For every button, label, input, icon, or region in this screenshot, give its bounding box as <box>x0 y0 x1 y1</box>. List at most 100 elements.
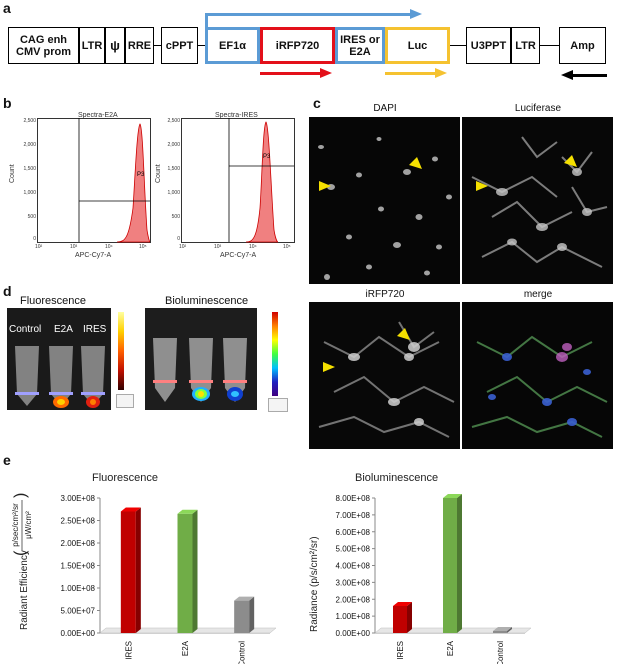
blue-arrow-head <box>410 9 422 19</box>
y-tick-label: 1.00E+08 <box>336 612 371 621</box>
y-tick-label: 3.00E+08 <box>336 578 371 587</box>
ltr-box-right: LTR <box>511 27 540 64</box>
flow-xtick: 10⁵ <box>283 244 291 250</box>
psi-label: ψ <box>110 37 120 53</box>
micro-image-merge <box>462 302 613 449</box>
y-tick-label: 5.00E+08 <box>336 545 371 554</box>
ef1a-box: EF1α <box>205 27 260 64</box>
flow-xtick: 10² <box>35 244 43 250</box>
flow-xtick: 10³ <box>70 244 78 250</box>
flow-ytick: 1,500 <box>23 166 36 172</box>
bar-side <box>457 494 462 633</box>
flow-ytick: 2,000 <box>167 142 180 148</box>
bar-top <box>443 494 462 498</box>
x-tick-label: E2A <box>446 640 455 656</box>
bar-side <box>135 507 141 633</box>
bar-side <box>507 626 512 633</box>
y-axis-label-text: Radiance (p/s/cm²/sr) <box>309 536 320 632</box>
chart-fluorescence: 0.00E+00 5.00E+07 1.00E+08 1.50E+08 2.00E+08… <box>11 493 277 664</box>
arrowhead-icon <box>476 181 488 191</box>
luc-label: Luc <box>407 39 428 52</box>
y-tick-label: 2.00E+08 <box>61 539 96 548</box>
chart-title-bioluminescence: Bioluminescence <box>355 472 439 484</box>
flow-xlabel-ires: APC-Cy7-A <box>220 252 257 259</box>
y-axis-unit-denominator: μW/cm² <box>24 511 33 539</box>
yellow-arrow <box>385 72 437 75</box>
panel-letter-c: c <box>313 95 321 111</box>
bar-side <box>249 596 255 633</box>
y-tick-label: 2.00E+08 <box>336 595 371 604</box>
bioluminescence-image <box>145 308 257 410</box>
irfp720-label: iRFP720 <box>275 39 320 52</box>
micro-label-dapi: DAPI <box>373 103 397 114</box>
amp-box: Amp <box>559 27 606 64</box>
u3ppt-box: U3PPT <box>466 27 511 64</box>
paren-open: ( <box>12 550 29 556</box>
flow-gate-label-e2a: P3 <box>137 172 145 178</box>
flow-xtick: 10⁴ <box>249 244 257 250</box>
micro-image-luciferase <box>462 117 613 284</box>
blue-arrow <box>205 13 413 16</box>
arrowhead-icon <box>397 328 410 340</box>
y-tick-label: 0.00E+00 <box>336 629 371 638</box>
amp-label: Amp <box>570 39 595 52</box>
flow-xlabel-e2a: APC-Cy7-A <box>75 252 112 259</box>
fluorescence-image: Control E2A IRES <box>7 308 111 410</box>
bar-top <box>120 507 141 512</box>
y-axis-label-text: Radiant Efficiency <box>19 550 30 630</box>
bar-side <box>192 509 198 633</box>
flow-plot-ires: P3 <box>181 118 295 243</box>
ltr-label-right: LTR <box>515 39 536 52</box>
tubes-fluorescence <box>15 346 105 408</box>
bar-top <box>234 596 255 601</box>
bioluminescence-image-title: Bioluminescence <box>165 295 249 307</box>
bar <box>393 606 407 633</box>
micro-image-irfp720 <box>309 302 460 449</box>
x-tick-label: IRES <box>124 641 133 660</box>
y-tick-label: 1.00E+08 <box>61 584 96 593</box>
x-tick-label: Control <box>238 641 247 664</box>
y-tick-label: 1.50E+08 <box>61 562 96 571</box>
fluorescence-scale-legend <box>116 394 134 408</box>
ires-e2a-box: IRES or E2A <box>335 27 385 64</box>
paren-close: ) <box>12 493 29 498</box>
micro-label-irfp720: iRFP720 <box>365 289 405 300</box>
flow-plot-e2a: P3 <box>37 118 151 243</box>
arrowhead-icon <box>323 362 335 372</box>
chart-bioluminescence: 0.00E+00 1.00E+08 2.00E+08 3.00E+08 4.00E+08… <box>309 494 532 664</box>
y-tick-label: 4.00E+08 <box>336 562 371 571</box>
y-tick-label: 6.00E+08 <box>336 528 371 537</box>
irfp720-box: iRFP720 <box>260 27 335 64</box>
ltr-label-left: LTR <box>81 39 103 52</box>
y-tick-label: 0.00E+00 <box>61 629 96 638</box>
panel-letter-b: b <box>3 95 12 111</box>
flow-xtick: 10³ <box>214 244 222 250</box>
u3ppt-label: U3PPT <box>470 39 507 52</box>
bar <box>493 630 507 633</box>
flow-ytick: 500 <box>171 214 180 220</box>
x-tick-label: E2A <box>181 640 190 656</box>
chart-title-fluorescence: Fluorescence <box>92 472 159 484</box>
blue-arrow-drop <box>205 13 208 27</box>
flow-ytick: 500 <box>27 214 36 220</box>
luc-box: Luc <box>385 27 450 64</box>
red-arrow-head <box>320 68 332 78</box>
y-axis-label-bioluminescence: Radiance (p/s/cm²/sr) <box>309 536 320 632</box>
bar <box>177 513 193 633</box>
arrowhead-icon <box>319 181 331 191</box>
panel-letter-d: d <box>3 283 12 299</box>
black-arrow-head <box>561 70 573 80</box>
flow-ylabel-ires: Count <box>155 164 162 183</box>
psi-box: ψ <box>105 27 125 64</box>
tube-label-control: Control <box>9 324 42 335</box>
cag-cmv-label: CAG enh CMV prom <box>16 33 71 58</box>
micro-image-dapi <box>309 117 460 284</box>
flow-gate-label-ires: P3 <box>263 154 271 160</box>
x-tick-label: IRES <box>396 641 405 660</box>
flow-ytick: 2,500 <box>23 118 36 124</box>
flow-xtick: 10² <box>179 244 187 250</box>
ires-e2a-label: IRES or E2A <box>340 33 380 58</box>
red-arrow <box>260 72 322 75</box>
bar-top <box>393 602 412 606</box>
bioluminescence-scale-legend <box>268 398 288 412</box>
